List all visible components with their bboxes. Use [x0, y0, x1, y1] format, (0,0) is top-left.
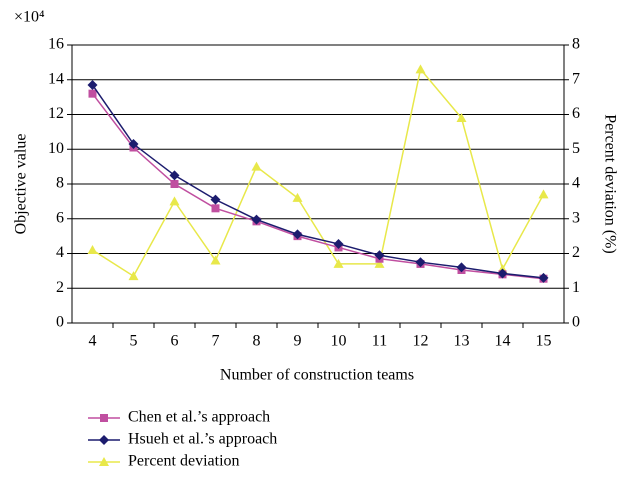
- legend-label: Chen et al.’s approach: [128, 409, 270, 426]
- marker: [538, 272, 549, 283]
- marker: [170, 180, 179, 188]
- x-tick-label: 9: [294, 333, 302, 350]
- marker: [456, 262, 467, 273]
- x-axis-label: Number of construction teams: [220, 367, 414, 384]
- legend-label: Hsueh et al.’s approach: [128, 431, 277, 448]
- marker: [374, 250, 385, 261]
- x-tick-label: 14: [495, 333, 511, 350]
- series-line: [91, 84, 544, 279]
- marker: [211, 204, 220, 213]
- y-tick-label: 10: [48, 140, 64, 157]
- y2-tick-label: 6: [572, 105, 580, 122]
- marker: [292, 192, 303, 202]
- marker: [251, 161, 262, 171]
- x-tick-label: 13: [454, 333, 470, 350]
- y-tick-label: 8: [56, 175, 64, 192]
- marker: [415, 257, 426, 268]
- y2-axis-label: Percent deviation (%): [601, 114, 618, 254]
- y2-tick-label: 5: [572, 140, 580, 157]
- y2-tick-label: 2: [572, 244, 580, 261]
- marker: [87, 245, 98, 255]
- marker: [169, 170, 180, 181]
- x-tick-label: 4: [89, 333, 97, 350]
- x-tick-label: 7: [212, 333, 220, 350]
- y-tick-label: 14: [48, 70, 64, 87]
- x-tick-label: 5: [130, 333, 138, 350]
- y-tick-label: 2: [56, 279, 64, 296]
- y2-tick-label: 8: [572, 36, 580, 53]
- y-axis-label: Objective value: [13, 134, 30, 235]
- y-scale-label: ×10⁴: [14, 9, 45, 26]
- y-tick-label: 16: [48, 36, 64, 53]
- marker: [497, 268, 508, 279]
- x-tick-label: 10: [331, 333, 347, 350]
- y2-tick-label: 4: [572, 175, 580, 192]
- y-tick-label: 0: [56, 314, 64, 331]
- y2-tick-label: 7: [572, 70, 580, 87]
- marker: [99, 457, 109, 466]
- marker: [251, 214, 262, 225]
- x-tick-label: 11: [372, 333, 387, 350]
- y-tick-label: 12: [48, 105, 64, 122]
- marker: [456, 112, 467, 122]
- x-tick-label: 12: [413, 333, 429, 350]
- marker: [292, 229, 303, 240]
- y-tick-label: 4: [56, 244, 64, 261]
- x-tick-label: 6: [171, 333, 179, 350]
- marker: [210, 194, 221, 205]
- marker: [333, 238, 344, 249]
- y-tick-label: 6: [56, 209, 64, 226]
- marker: [169, 196, 180, 206]
- series-line: [91, 93, 544, 280]
- legend-label: Percent deviation: [128, 453, 240, 470]
- marker: [333, 258, 344, 268]
- marker: [538, 189, 549, 199]
- marker: [100, 414, 108, 422]
- x-tick-label: 8: [253, 333, 261, 350]
- marker: [88, 89, 97, 98]
- marker: [87, 79, 98, 90]
- y2-tick-label: 0: [572, 314, 580, 331]
- marker: [374, 258, 385, 268]
- marker: [99, 435, 109, 445]
- marker: [128, 271, 139, 281]
- marker: [128, 139, 139, 150]
- y2-tick-label: 1: [572, 279, 580, 296]
- x-tick-label: 15: [536, 333, 552, 350]
- y2-tick-label: 3: [572, 209, 580, 226]
- series-line: [92, 67, 545, 278]
- marker: [210, 255, 221, 265]
- marker: [415, 64, 426, 74]
